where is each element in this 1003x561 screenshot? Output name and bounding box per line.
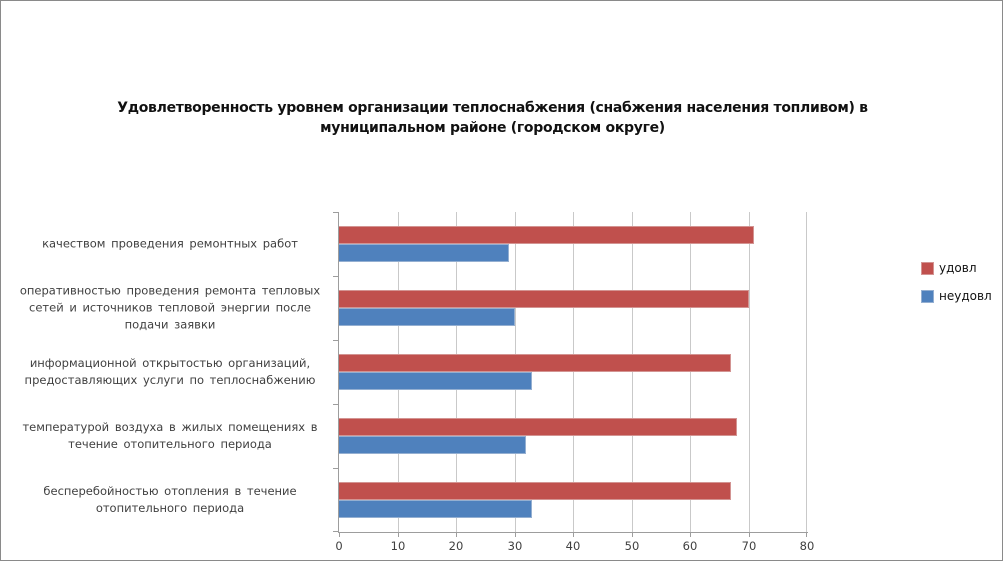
category-axis-tick-5 — [333, 531, 339, 532]
category-label-line: бесперебойностью отопления в течение — [43, 484, 297, 498]
bar-неудовл-1 — [339, 244, 509, 262]
legend-label-удовл: удовл — [939, 261, 977, 275]
legend-label-неудовл: неудовл — [939, 289, 992, 303]
gridline-x-50 — [632, 212, 633, 532]
category-label-line: течение отопительного периода — [68, 437, 272, 451]
gridline-x-40 — [573, 212, 574, 532]
x-axis-tick-10 — [398, 532, 399, 537]
category-label-line: температурой воздуха в жилых помещениях … — [22, 420, 318, 434]
gridline-x-60 — [690, 212, 691, 532]
category-label-line: качеством проведения ремонтных работ — [42, 236, 298, 251]
chart-title: Удовлетворенность уровнем организации те… — [91, 98, 894, 138]
category-label-1: качеством проведения ремонтных работ — [9, 236, 331, 253]
bar-удовл-4 — [339, 418, 737, 436]
chart-title-line-2: муниципальном районе (городском округе) — [320, 120, 665, 136]
category-label-line: подачи заявки — [124, 317, 216, 332]
x-axis-tick-30 — [515, 532, 516, 537]
bar-удовл-5 — [339, 482, 731, 500]
category-label-line: сетей и источников тепловой энергии посл… — [29, 300, 311, 315]
category-label-2: оперативностью проведения ремонта теплов… — [9, 283, 331, 334]
legend-swatch-неудовл — [921, 289, 934, 303]
category-axis-tick-0 — [333, 212, 339, 213]
bar-неудовл-2 — [339, 308, 515, 326]
x-axis-label-80: 80 — [799, 539, 815, 553]
x-axis-tick-0 — [339, 532, 340, 537]
bar-удовл-2 — [339, 290, 749, 308]
x-axis-label-50: 50 — [624, 539, 640, 553]
legend: удовл неудовл — [921, 261, 992, 317]
category-axis-tick-3 — [333, 404, 339, 405]
x-axis-tick-40 — [573, 532, 574, 537]
legend-item-удовл: удовл — [921, 261, 992, 275]
plot-area: 0 10 20 30 40 50 60 70 80 — [333, 212, 814, 553]
bar-неудовл-3 — [339, 372, 532, 390]
x-axis-label-20: 20 — [448, 539, 464, 553]
bar-неудовл-5 — [339, 500, 532, 518]
x-axis-tick-50 — [632, 532, 633, 537]
gridline-x-80 — [806, 212, 807, 532]
chart-title-line-1: Удовлетворенность уровнем организации те… — [117, 100, 868, 116]
gridline-x-70 — [749, 212, 750, 532]
bar-удовл-1 — [339, 226, 754, 244]
category-axis-tick-2 — [333, 340, 339, 341]
category-axis-tick-4 — [333, 468, 339, 469]
category-label-line: предоставляющих услуги по теплоснабжению — [24, 373, 316, 387]
x-axis-label-60: 60 — [682, 539, 698, 553]
x-axis-tick-20 — [456, 532, 457, 537]
category-label-line: отопительного периода — [95, 501, 245, 515]
category-label-3: информационной открытостью организаций, п… — [9, 355, 331, 389]
x-axis-tick-70 — [749, 532, 750, 537]
x-axis-label-30: 30 — [507, 539, 523, 553]
x-axis-label-40: 40 — [565, 539, 581, 553]
legend-swatch-удовл — [921, 261, 934, 275]
category-label-line: оперативностью проведения ремонта теплов… — [19, 283, 321, 298]
category-label-4: температурой воздуха в жилых помещениях … — [9, 419, 331, 453]
bar-удовл-3 — [339, 354, 731, 372]
category-axis-labels: качеством проведения ремонтных работ опер… — [9, 212, 331, 532]
x-axis-tick-60 — [690, 532, 691, 537]
legend-item-неудовл: неудовл — [921, 289, 992, 303]
x-axis-label-0: 0 — [335, 539, 343, 553]
category-axis-tick-1 — [333, 276, 339, 277]
category-label-5: бесперебойностью отопления в течение отоп… — [9, 483, 331, 517]
x-axis-label-10: 10 — [390, 539, 406, 553]
x-axis-tick-80 — [806, 532, 807, 537]
x-axis-label-70: 70 — [741, 539, 757, 553]
category-label-line: информационной открытостью организаций, — [29, 356, 311, 370]
bar-неудовл-4 — [339, 436, 526, 454]
